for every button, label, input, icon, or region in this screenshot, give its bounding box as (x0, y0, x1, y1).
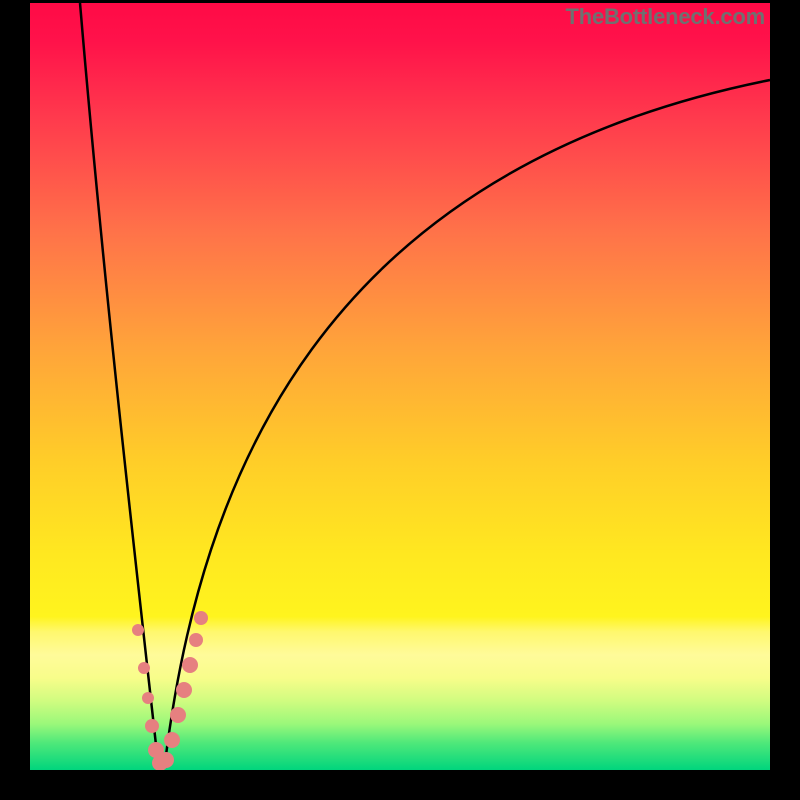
curve-dot (158, 752, 174, 768)
curve-dot (145, 719, 159, 733)
frame-border-top (0, 0, 800, 3)
curve-dot (132, 624, 144, 636)
curve-dot (164, 732, 180, 748)
curve-dot (182, 657, 198, 673)
curve-dot (142, 692, 154, 704)
chart-container: TheBottleneck.com (0, 0, 800, 800)
curve-dot (170, 707, 186, 723)
chart-svg (0, 0, 800, 800)
frame-border-left (0, 0, 30, 800)
frame-border-right (770, 0, 800, 800)
frame-border-bottom (0, 770, 800, 800)
curve-dot (194, 611, 208, 625)
curve-dot (176, 682, 192, 698)
curve-dot (138, 662, 150, 674)
curve-dot (189, 633, 203, 647)
plot-background (30, 3, 770, 770)
watermark-text: TheBottleneck.com (565, 4, 765, 30)
